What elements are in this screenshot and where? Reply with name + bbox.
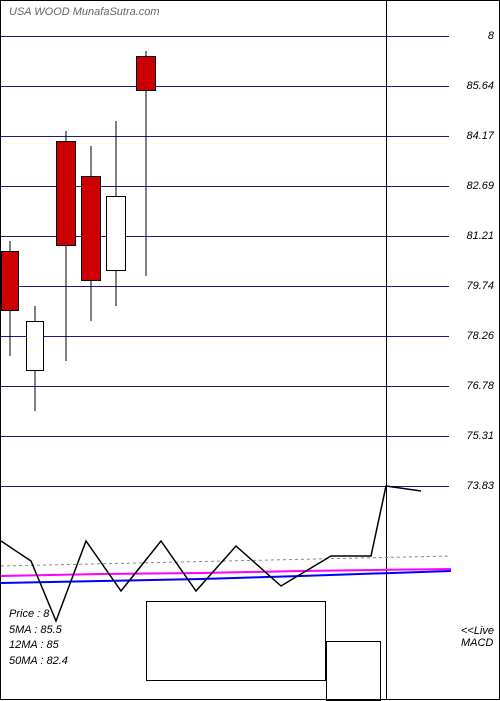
price-value: : 8 (37, 608, 49, 620)
candle-body (1, 251, 19, 311)
price-tick-label: 78.26 (466, 330, 494, 342)
price-tick-label: 79.74 (466, 280, 494, 292)
price-info-box: Price : 8 5MA : 85.5 12MA : 85 50MA : 82… (9, 607, 68, 669)
macd-bar (326, 641, 381, 701)
grid-line (1, 386, 449, 387)
price-tick-label: 82.69 (466, 180, 494, 192)
moving-average-lines (1, 569, 451, 583)
candle-body (136, 56, 156, 91)
chart-title: USA WOOD MunafaSutra.com (9, 6, 160, 18)
price-tick-label: 75.31 (466, 430, 494, 442)
grid-line (1, 136, 449, 137)
stock-chart: USA WOOD MunafaSutra.com 8 85.64 84.17 82.6… (0, 0, 500, 700)
candle-body (26, 321, 44, 371)
price-tick-label: 85.64 (466, 80, 494, 92)
ma50-row: 50MA : 82.4 (9, 654, 68, 669)
cursor-line (386, 1, 387, 699)
ma5-row: 5MA : 85.5 (9, 623, 68, 638)
macd-live-text: <<Live (461, 625, 494, 637)
price-tick-label: 84.17 (466, 130, 494, 142)
price-tick-label: 76.78 (466, 380, 494, 392)
grid-line (1, 286, 449, 287)
macd-bar (146, 601, 326, 681)
candle-body (56, 141, 76, 246)
indicator-overlay (1, 1, 500, 701)
price-label: Price (9, 608, 34, 620)
grid-line (1, 86, 449, 87)
price-tick-label: 73.83 (466, 480, 494, 492)
grid-line (1, 436, 449, 437)
candle-body (106, 196, 126, 271)
ma-line (1, 571, 451, 583)
grid-line (1, 336, 449, 337)
grid-line (1, 36, 449, 37)
grid-line (1, 486, 449, 487)
ma12-row: 12MA : 85 (9, 638, 68, 653)
macd-label: <<Live MACD (461, 625, 494, 649)
price-tick-label: 81.21 (466, 230, 494, 242)
price-tick-label: 8 (488, 30, 494, 42)
dotted-ma-line (1, 556, 451, 566)
candle-body (81, 176, 101, 281)
macd-text: MACD (461, 637, 494, 649)
price-row: Price : 8 (9, 607, 68, 622)
ma-line (1, 569, 451, 576)
